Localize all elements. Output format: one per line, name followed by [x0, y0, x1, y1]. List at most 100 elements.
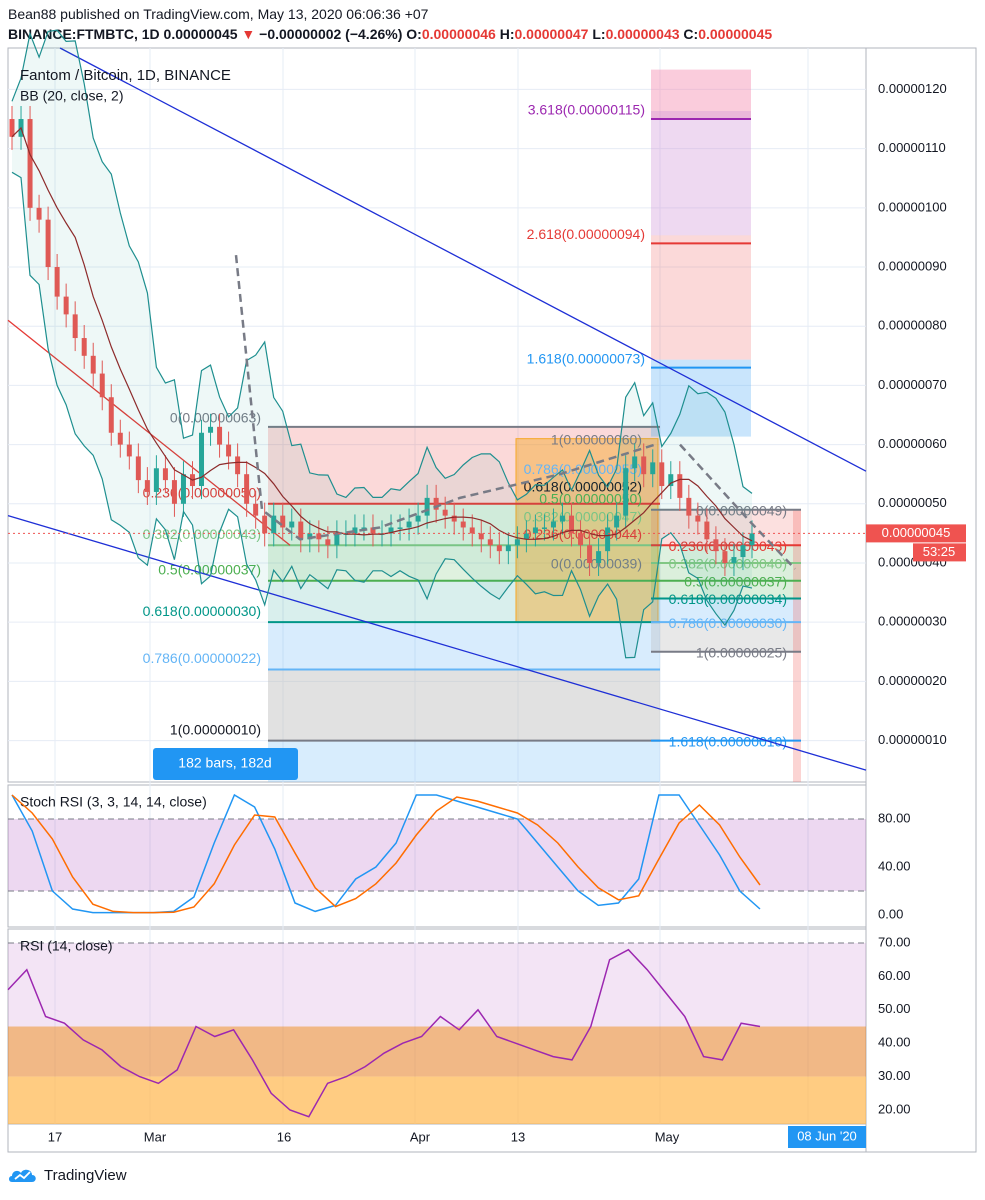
- fib-right-label: 0.786(0.00000030): [669, 615, 787, 631]
- candle-body: [289, 521, 295, 528]
- price-tick-label: 0.00000050: [878, 495, 947, 510]
- rsi-tick-label: 20.00: [878, 1101, 911, 1116]
- candle-body: [36, 207, 42, 220]
- candle-body: [72, 314, 78, 339]
- candle-body: [108, 397, 114, 433]
- candle-body: [117, 432, 123, 445]
- candle-body: [514, 539, 520, 546]
- time-tick-label: 17: [48, 1129, 62, 1144]
- candle-body: [361, 527, 367, 529]
- current-price-label: 0.00000045: [882, 525, 951, 540]
- date-highlight-label: 08 Jun '20: [797, 1128, 857, 1143]
- candle-body: [451, 515, 457, 522]
- down-triangle-icon: ▼: [241, 26, 256, 42]
- candle-body: [262, 515, 268, 534]
- fib-mid-label: 0.618(0.00000052): [524, 479, 642, 495]
- symbol-quote-line: BINANCE:FTMBTC, 1D 0.00000045 ▼ −0.00000…: [8, 26, 772, 42]
- fib-right-label: 0.236(0.00000043): [669, 538, 787, 554]
- candle-body: [144, 480, 150, 492]
- candle-body: [180, 474, 186, 504]
- price-tick-label: 0.00000020: [878, 673, 947, 688]
- rsi-line: [7, 948, 761, 1118]
- fib-right-label: 0.5(0.00000037): [684, 573, 787, 589]
- candle-body: [253, 503, 259, 516]
- candle-body: [460, 521, 466, 528]
- fib-mid-label: 0(0.00000039): [551, 556, 642, 572]
- fib-right-label: 0.382(0.00000040): [669, 556, 787, 572]
- candle-body: [162, 468, 168, 481]
- stoch-d-line: [11, 794, 761, 914]
- fib-level-label: 0.382(0.00000043): [143, 526, 261, 542]
- time-tick-label: Mar: [144, 1129, 167, 1144]
- channel-lower-line: [7, 515, 867, 771]
- price-tick-label: 0.00000090: [878, 258, 947, 273]
- stoch-tick-label: 40.00: [878, 858, 911, 873]
- fib-ext-zone: [651, 111, 751, 236]
- price-tick-label: 0.00000080: [878, 318, 947, 333]
- time-tick-label: Apr: [410, 1129, 431, 1144]
- range-badge: [153, 748, 298, 780]
- high-value: 0.00000047: [514, 26, 589, 42]
- range-badge-label: 182 bars, 182d: [178, 755, 271, 771]
- close-value: 0.00000045: [698, 26, 773, 42]
- main-pane: [7, 47, 867, 783]
- fib-zone: [268, 545, 660, 581]
- candle-body: [199, 432, 205, 487]
- candle-body: [9, 119, 15, 137]
- time-tick-label: 13: [511, 1129, 525, 1144]
- rsi-tick-label: 70.00: [878, 934, 911, 949]
- candle-body: [63, 296, 69, 315]
- date-highlight-badge: [788, 1126, 866, 1148]
- candle-body: [397, 527, 403, 529]
- candle-body: [352, 527, 358, 534]
- candle-body: [45, 219, 51, 268]
- fib-level-label: 1(0.00000010): [170, 721, 261, 737]
- countdown-badge: [913, 543, 966, 562]
- candle-body: [370, 527, 376, 534]
- price-tick-label: 0.00000030: [878, 614, 947, 629]
- fib-zone: [268, 669, 660, 741]
- fib-right-label: 1(0.00000025): [696, 644, 787, 660]
- fib-right-label: 1.618(0.00000010): [669, 733, 787, 749]
- price-tick-label: 0.00000060: [878, 436, 947, 451]
- candle-body: [298, 521, 304, 540]
- rsi-low-zone: [8, 1076, 866, 1124]
- candle-body: [388, 527, 394, 534]
- candle-body: [605, 527, 611, 552]
- candle-body: [54, 267, 60, 297]
- projection-dashed-line-right: [679, 443, 796, 570]
- candle-body: [722, 551, 728, 563]
- candle-body: [550, 521, 556, 528]
- rsi-tick-label: 50.00: [878, 1001, 911, 1016]
- tradingview-cloud-icon: [9, 1169, 36, 1182]
- candle-body: [641, 456, 647, 475]
- fib-mid-label: 0.5(0.00000050): [539, 490, 642, 506]
- price-tick-label: 0.00000110: [878, 140, 946, 155]
- fib-zone: [268, 622, 660, 670]
- price-axis: [865, 47, 977, 1153]
- candle-body: [650, 462, 656, 475]
- rsi-mid-zone: [8, 1026, 866, 1077]
- fib-level-label: 0.618(0.00000030): [143, 603, 261, 619]
- fib-ext-zone: [651, 359, 751, 437]
- candle-body: [559, 515, 565, 522]
- fib-ext-zone: [651, 69, 751, 120]
- candle-body: [541, 527, 547, 529]
- candle-body: [569, 515, 575, 534]
- stoch-band: [8, 819, 866, 891]
- tradingview-footer: TradingView: [8, 1166, 127, 1184]
- candle-body: [280, 515, 286, 528]
- low-value: 0.00000043: [605, 26, 680, 42]
- candle-body: [749, 533, 755, 546]
- candle-body: [406, 521, 412, 528]
- trading-chart[interactable]: 0(0.00000063)0.236(0.00000050)0.382(0.00…: [0, 0, 985, 1160]
- candle-body: [90, 355, 96, 374]
- candle-body: [478, 533, 484, 540]
- bb-legend: BB (20, close, 2): [20, 88, 124, 104]
- rsi-tick-label: 60.00: [878, 968, 911, 983]
- fib-right-label: 0(0.00000049): [696, 502, 787, 518]
- candle-body: [153, 468, 159, 492]
- red-trendline: [7, 319, 291, 546]
- candle-body: [740, 545, 746, 558]
- candle-body: [659, 462, 665, 487]
